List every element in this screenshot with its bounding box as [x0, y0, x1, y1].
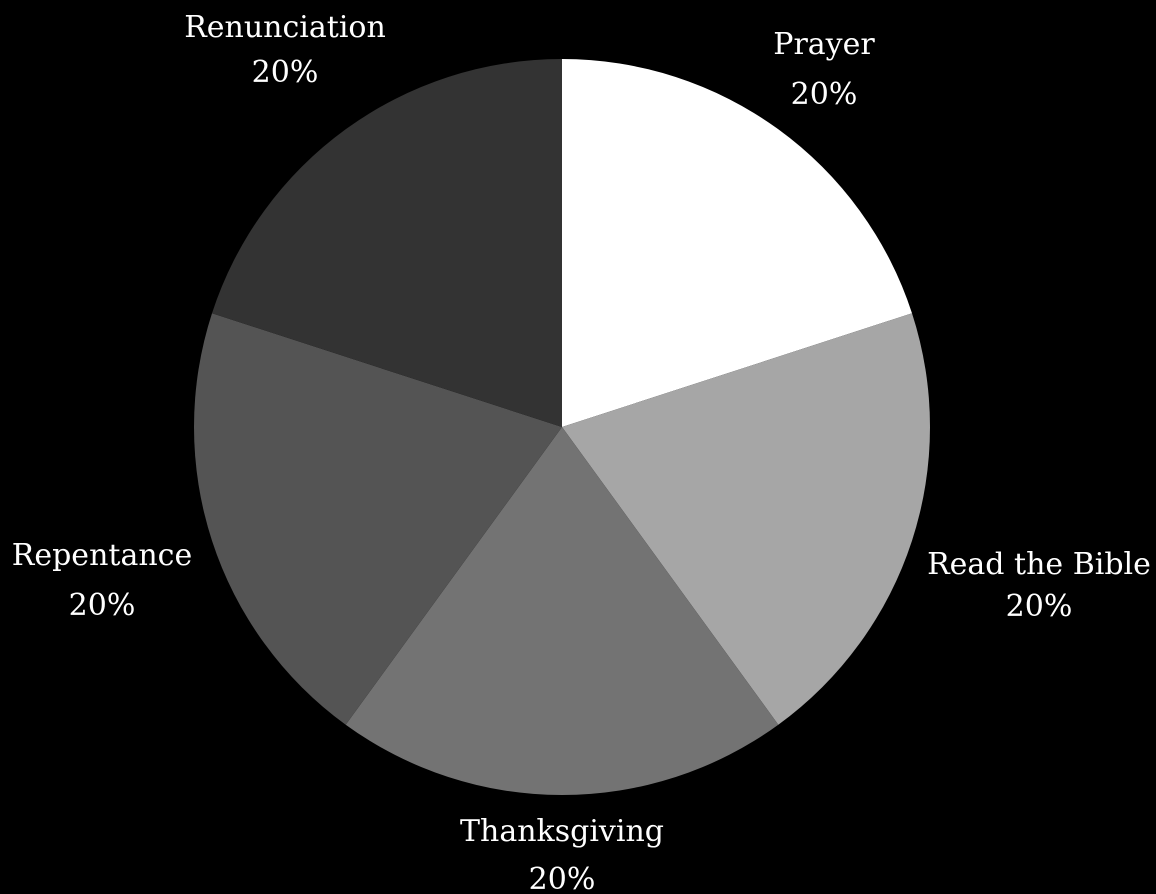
slice-label-prayer: Prayer: [773, 27, 875, 62]
pie-slice-read-the-bible: [562, 313, 930, 725]
slice-value-thanksgiving: 20%: [529, 862, 596, 894]
slice-value-renunciation: 20%: [252, 55, 319, 90]
pie-slices: [194, 59, 930, 796]
slice-label-read-the-bible: Read the Bible: [927, 547, 1151, 582]
slice-label-repentance: Repentance: [12, 538, 192, 573]
pie-slice-thanksgiving: [345, 427, 779, 796]
slice-value-repentance: 20%: [69, 588, 136, 623]
pie-labels: Prayer 20% Read the Bible 20% Thanksgiving 20…: [12, 10, 1151, 894]
pie-slice-repentance: [194, 313, 562, 725]
slice-label-renunciation: Renunciation: [184, 10, 386, 45]
slice-value-prayer: 20%: [791, 77, 858, 112]
slice-value-read-the-bible: 20%: [1006, 589, 1073, 624]
pie-slice-renunciation: [212, 59, 562, 427]
slice-label-thanksgiving: Thanksgiving: [460, 814, 664, 849]
pie-slice-prayer: [562, 59, 912, 427]
